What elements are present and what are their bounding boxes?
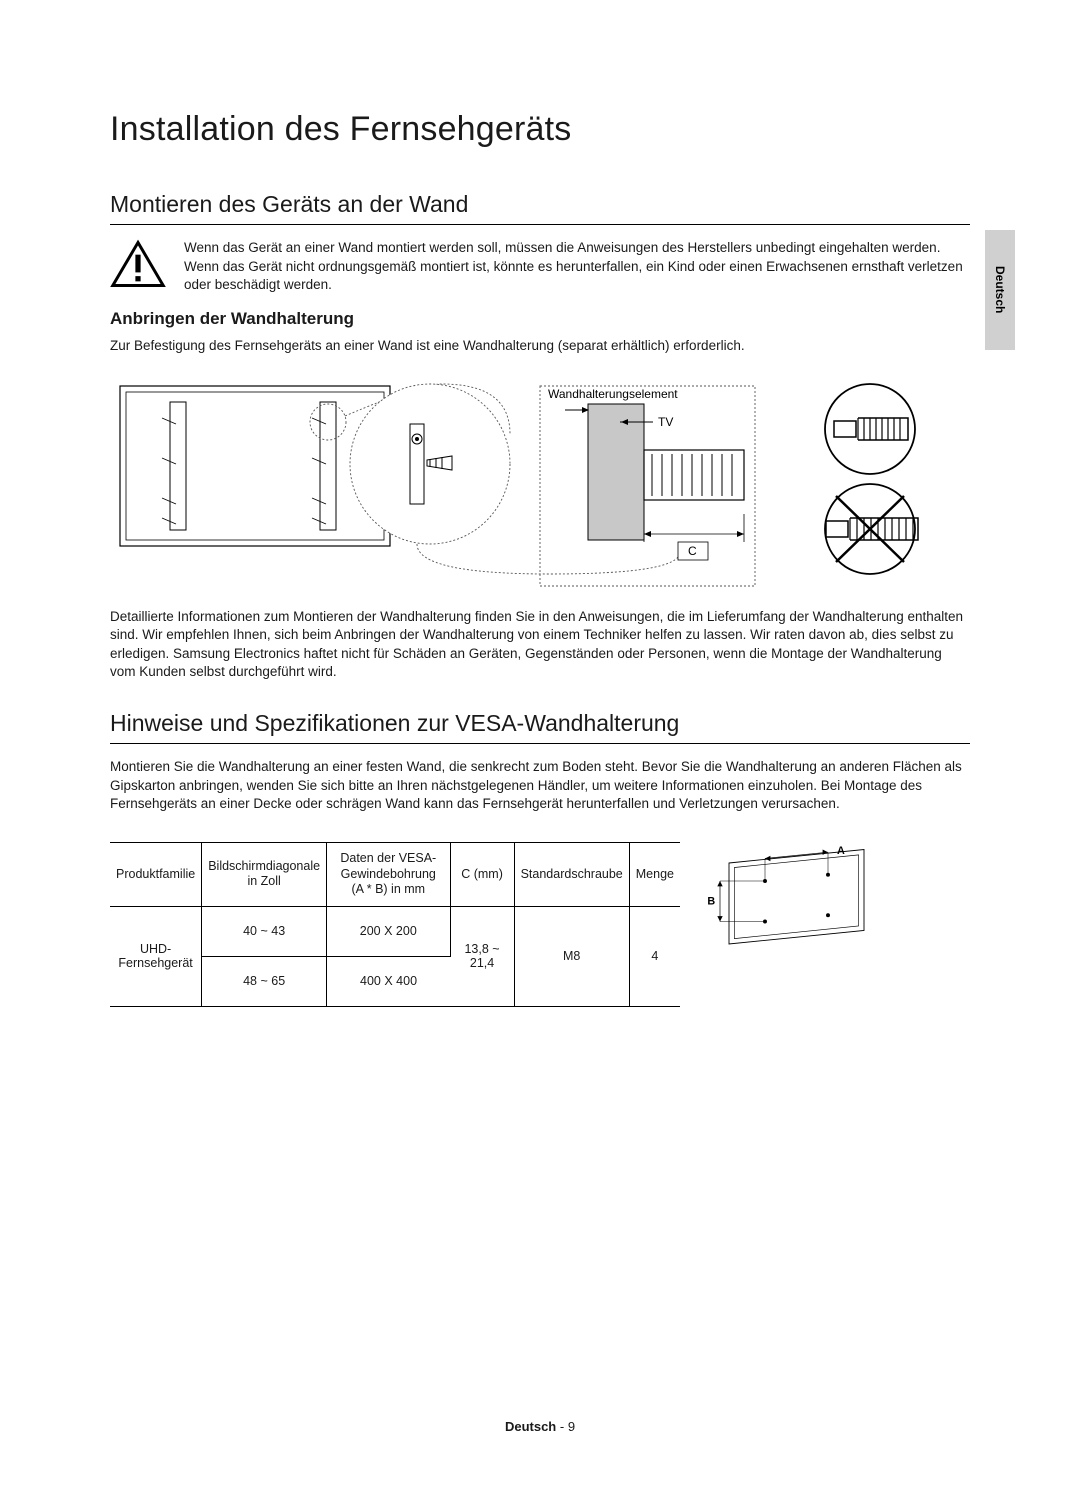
td-diagonal-1: 48 ~ 65 xyxy=(202,956,327,1006)
td-family: UHD-Fernsehgerät xyxy=(110,906,202,1006)
page-title: Installation des Fernsehgeräts xyxy=(110,110,970,149)
diagram-label-element: Wandhalterungselement xyxy=(548,387,678,401)
th-family: Produktfamilie xyxy=(110,842,202,906)
footer-page-number: 9 xyxy=(568,1419,575,1434)
language-side-tab: Deutsch xyxy=(985,230,1015,350)
diagram-label-tv: TV xyxy=(658,415,673,429)
language-side-tab-label: Deutsch xyxy=(993,266,1007,313)
th-qty: Menge xyxy=(629,842,680,906)
td-c: 13,8 ~ 21,4 xyxy=(450,906,514,1006)
wall-bracket-text: Zur Befestigung des Fernsehgeräts an ein… xyxy=(110,337,970,356)
td-vesa-0: 200 X 200 xyxy=(327,906,450,956)
th-screw: Standardschraube xyxy=(514,842,629,906)
footer-separator: - xyxy=(556,1419,568,1434)
vesa-spec-table: Produktfamilie Bildschirmdiagonale in Zo… xyxy=(110,842,680,1007)
th-vesa: Daten der VESA-Gewindebohrung (A * B) in… xyxy=(327,842,450,906)
td-qty: 4 xyxy=(629,906,680,1006)
diagram-label-c: C xyxy=(688,544,697,558)
footer-language: Deutsch xyxy=(505,1419,556,1434)
dim-label-b: B xyxy=(707,895,715,907)
warning-block: Wenn das Gerät an einer Wand montiert we… xyxy=(110,239,970,295)
section-heading-mounting: Montieren des Geräts an der Wand xyxy=(110,191,970,225)
th-diagonal: Bildschirmdiagonale in Zoll xyxy=(202,842,327,906)
page-footer: Deutsch - 9 xyxy=(0,1419,1080,1434)
dim-label-a: A xyxy=(837,845,845,857)
section-heading-vesa: Hinweise und Spezifikationen zur VESA-Wa… xyxy=(110,710,970,744)
after-diagram-text: Detaillierte Informationen zum Montieren… xyxy=(110,608,970,683)
td-vesa-1: 400 X 400 xyxy=(327,956,450,1006)
caution-icon xyxy=(110,239,166,289)
sub-heading-wall-bracket: Anbringen der Wandhalterung xyxy=(110,309,970,329)
th-c: C (mm) xyxy=(450,842,514,906)
tv-dimension-diagram: A B xyxy=(702,834,882,964)
td-diagonal-0: 40 ~ 43 xyxy=(202,906,327,956)
vesa-table-block: Produktfamilie Bildschirmdiagonale in Zo… xyxy=(110,824,970,1007)
mounting-diagram: Wandhalterungselement TV C xyxy=(110,374,970,594)
td-screw: M8 xyxy=(514,906,629,1006)
warning-text: Wenn das Gerät an einer Wand montiert we… xyxy=(184,239,970,295)
vesa-intro-text: Montieren Sie die Wandhalterung an einer… xyxy=(110,758,970,814)
